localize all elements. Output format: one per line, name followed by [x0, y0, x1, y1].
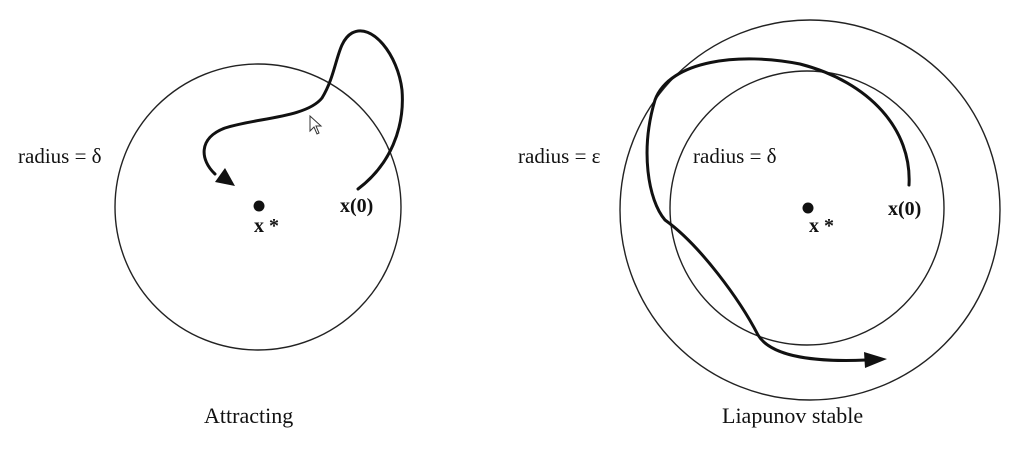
delta-radius-label: radius = δ — [693, 144, 777, 168]
trajectory-curve — [645, 57, 911, 362]
fixed-point — [802, 202, 814, 214]
initial-condition-label: x(0) — [340, 195, 373, 217]
mouse-cursor-icon — [309, 114, 323, 135]
delta-circle — [669, 70, 945, 346]
fixed-point-label: x * — [809, 215, 834, 237]
initial-condition-label: x(0) — [888, 198, 921, 220]
fixed-point — [253, 200, 265, 212]
panel-attracting: radius = δ x * x(0) Attracting — [18, 29, 404, 428]
trajectory-arrowhead — [215, 168, 235, 186]
caption-attracting: Attracting — [204, 403, 293, 428]
trajectory-arrowhead — [864, 352, 887, 368]
trajectory-curve — [202, 29, 404, 191]
panel-liapunov-stable: radius = ε radius = δ x * x(0) Liapunov … — [518, 19, 1001, 428]
epsilon-radius-label: radius = ε — [518, 144, 601, 168]
delta-radius-label: radius = δ — [18, 144, 102, 168]
epsilon-circle — [619, 19, 1001, 401]
fixed-point-label: x * — [254, 215, 279, 237]
delta-circle — [114, 63, 402, 351]
caption-liapunov-stable: Liapunov stable — [722, 403, 863, 428]
